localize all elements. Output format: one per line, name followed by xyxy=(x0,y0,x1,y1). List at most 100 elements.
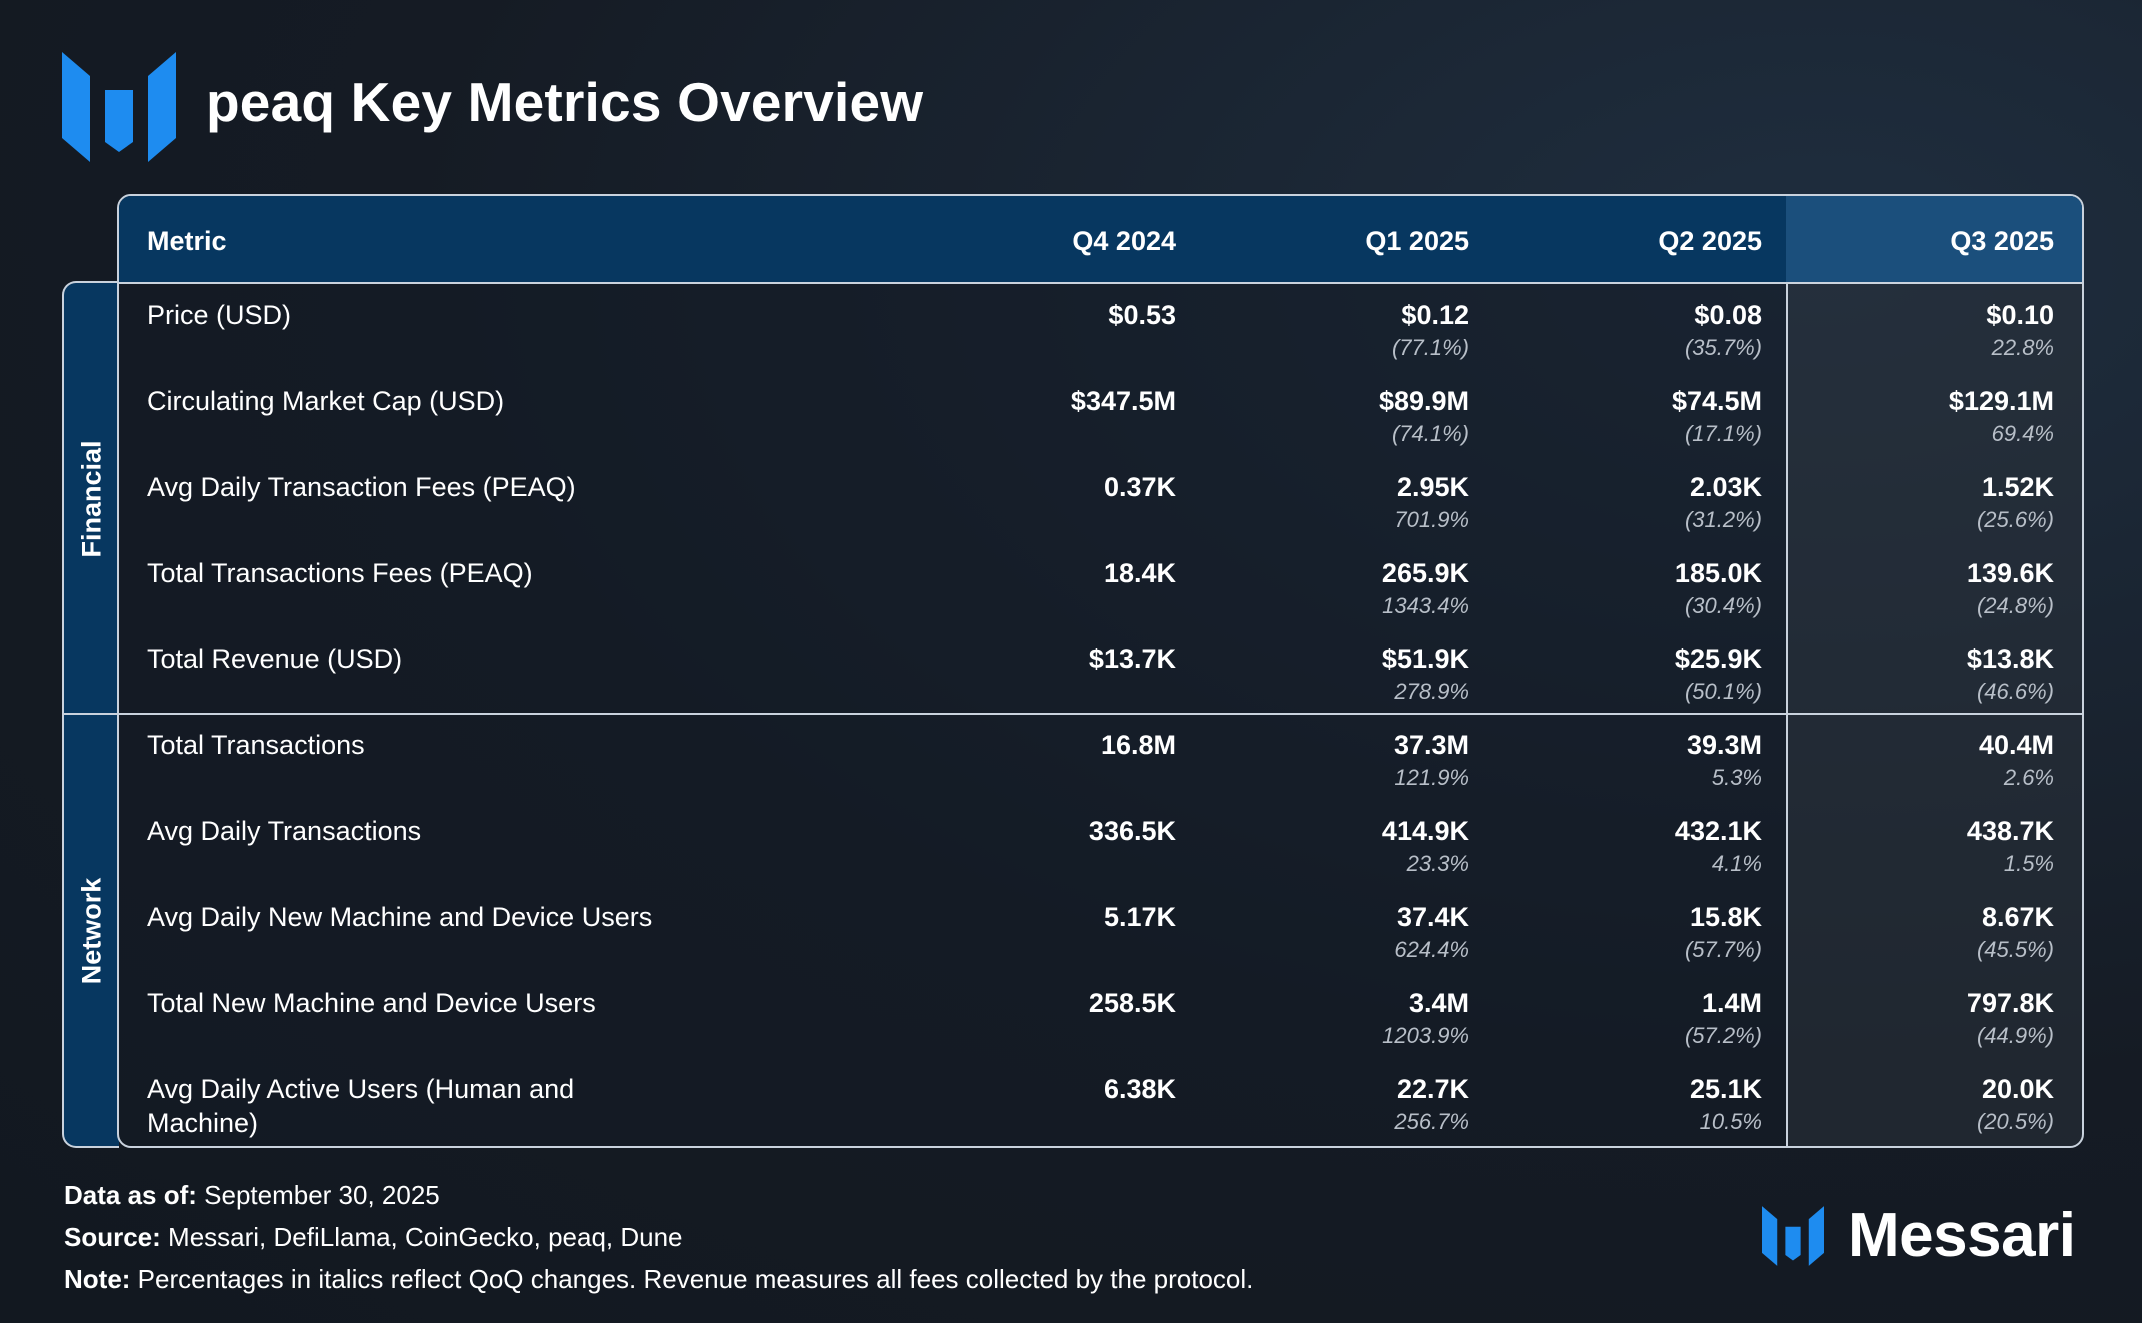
table-row: Avg Daily Transaction Fees (PEAQ) 0.37K 2.… xyxy=(119,454,2082,540)
metric-value: 5.17K xyxy=(1103,902,1176,932)
qoq-change: (24.8%) xyxy=(1976,593,2054,618)
metric-label: Avg Daily Transaction Fees (PEAQ) xyxy=(147,472,576,502)
metric-label: Avg Daily Active Users (Human and Machin… xyxy=(147,1074,575,1138)
footer-label: Source: xyxy=(64,1222,161,1252)
metric-value: 6.38K xyxy=(1103,1074,1176,1104)
column-header: Q2 2025 xyxy=(1658,226,1762,256)
metric-label: Total Revenue (USD) xyxy=(147,644,403,674)
group-divider xyxy=(119,713,2082,715)
qoq-change: 2.6% xyxy=(2003,765,2054,790)
qoq-change: 22.8% xyxy=(1991,335,2054,360)
column-header: Q4 2024 xyxy=(1072,226,1176,256)
metric-value: 438.7K xyxy=(1966,816,2054,846)
qoq-change: (25.6%) xyxy=(1976,507,2054,532)
metric-value: 185.0K xyxy=(1674,558,1762,588)
metric-value: 414.9K xyxy=(1381,816,1469,846)
note-line: Note: Percentages in italics reflect QoQ… xyxy=(64,1264,1253,1295)
qoq-change: 4.1% xyxy=(1711,851,1762,876)
metric-value: 265.9K xyxy=(1381,558,1469,588)
qoq-change: (50.1%) xyxy=(1684,679,1762,704)
qoq-change: (17.1%) xyxy=(1684,421,1762,446)
metric-value: 15.8K xyxy=(1689,902,1762,932)
qoq-change: 256.7% xyxy=(1394,1109,1469,1134)
metrics-table: Metric Q4 2024 Q1 2025 Q2 2025 Q3 2025 P… xyxy=(117,194,2084,1148)
metric-value: 336.5K xyxy=(1088,816,1176,846)
metric-value: 797.8K xyxy=(1966,988,2054,1018)
metric-value: 3.4M xyxy=(1408,988,1469,1018)
page-title: peaq Key Metrics Overview xyxy=(206,71,924,133)
metric-label: Price (USD) xyxy=(147,300,292,330)
metric-value: 40.4M xyxy=(1978,730,2054,760)
highlight-column xyxy=(1786,196,2082,1146)
metric-value: 25.1K xyxy=(1689,1074,1762,1104)
qoq-change: (20.5%) xyxy=(1976,1109,2054,1134)
metric-value: $13.7K xyxy=(1088,644,1176,674)
metric-value: $0.53 xyxy=(1108,300,1176,330)
footer-value: Messari, DefiLlama, CoinGecko, peaq, Dun… xyxy=(168,1222,683,1252)
highlight-column-header xyxy=(1786,196,2082,282)
qoq-change: 1.5% xyxy=(2003,851,2054,876)
metric-value: $89.9M xyxy=(1378,386,1469,416)
metric-value: $13.8K xyxy=(1966,644,2054,674)
qoq-change: (46.6%) xyxy=(1976,679,2054,704)
qoq-change: 121.9% xyxy=(1394,765,1469,790)
group-financial: Financial xyxy=(62,281,119,717)
metric-value: $0.12 xyxy=(1401,300,1469,330)
metric-value: 1.52K xyxy=(1981,472,2054,502)
qoq-change: (44.9%) xyxy=(1976,1023,2054,1048)
column-header: Metric xyxy=(147,226,227,256)
column-header: Q3 2025 xyxy=(1950,226,2054,256)
metric-value: $0.10 xyxy=(1986,300,2054,330)
qoq-change: 5.3% xyxy=(1711,765,1762,790)
metric-value: $129.1M xyxy=(1948,386,2054,416)
data-as-of: Data as of: September 30, 2025 xyxy=(64,1180,440,1211)
metric-value: 16.8M xyxy=(1100,730,1176,760)
qoq-change: (57.7%) xyxy=(1684,937,1762,962)
metric-value: 39.3M xyxy=(1686,730,1762,760)
metric-label: Avg Daily New Machine and Device Users xyxy=(147,902,653,932)
metric-value: 2.03K xyxy=(1689,472,1762,502)
table-row: Total New Machine and Device Users 258.5K… xyxy=(119,970,2082,1056)
qoq-change: (57.2%) xyxy=(1684,1023,1762,1048)
table-row: Avg Daily Transactions 336.5K 414.9K 23.3% 4… xyxy=(119,798,2082,884)
qoq-change: (31.2%) xyxy=(1684,507,1762,532)
qoq-change: 624.4% xyxy=(1394,937,1469,962)
metric-value: 258.5K xyxy=(1088,988,1176,1018)
qoq-change: (74.1%) xyxy=(1391,421,1469,446)
metric-value: 8.67K xyxy=(1981,902,2054,932)
metric-value: $0.08 xyxy=(1694,300,1762,330)
qoq-change: 1203.9% xyxy=(1382,1023,1469,1048)
metric-value: 139.6K xyxy=(1966,558,2054,588)
footer-value: September 30, 2025 xyxy=(204,1180,440,1210)
brand-name: Messari xyxy=(1848,1201,2076,1270)
qoq-change: 1343.4% xyxy=(1382,593,1469,618)
metric-label: Avg Daily Transactions xyxy=(147,816,422,846)
qoq-change: 701.9% xyxy=(1394,507,1469,532)
metric-value: $51.9K xyxy=(1381,644,1469,674)
qoq-change: 69.4% xyxy=(1991,421,2054,446)
metric-label: Total Transactions xyxy=(147,730,365,760)
table-row: Total Transactions Fees (PEAQ) 18.4K 265.9… xyxy=(119,540,2082,626)
table-row: Circulating Market Cap (USD) $347.5M $89.9… xyxy=(119,368,2082,454)
group-network: Network xyxy=(62,713,119,1148)
qoq-change: (45.5%) xyxy=(1976,937,2054,962)
messari-logo-icon xyxy=(1762,1206,1824,1266)
metric-value: 2.95K xyxy=(1396,472,1469,502)
table-row: Price (USD) $0.53 $0.12 (77.1%) $0.08 (35.7%)… xyxy=(119,282,2082,368)
messari-logo-icon xyxy=(62,52,176,162)
qoq-change: 10.5% xyxy=(1699,1109,1762,1134)
metric-value: $347.5M xyxy=(1070,386,1176,416)
qoq-change: (77.1%) xyxy=(1391,335,1469,360)
metric-value: 37.3M xyxy=(1393,730,1469,760)
metric-value: 37.4K xyxy=(1396,902,1469,932)
qoq-change: (35.7%) xyxy=(1684,335,1762,360)
table-row: Avg Daily Active Users (Human and Machin… xyxy=(119,1056,2082,1142)
metric-value: 18.4K xyxy=(1103,558,1176,588)
qoq-change: (30.4%) xyxy=(1684,593,1762,618)
metric-label: Circulating Market Cap (USD) xyxy=(147,386,505,416)
table-row: Total Transactions 16.8M 37.3M 121.9% 39.3M 5… xyxy=(119,712,2082,798)
metric-value: 0.37K xyxy=(1103,472,1176,502)
qoq-change: 23.3% xyxy=(1406,851,1469,876)
metric-value: $74.5M xyxy=(1671,386,1762,416)
metric-value: 1.4M xyxy=(1701,988,1762,1018)
